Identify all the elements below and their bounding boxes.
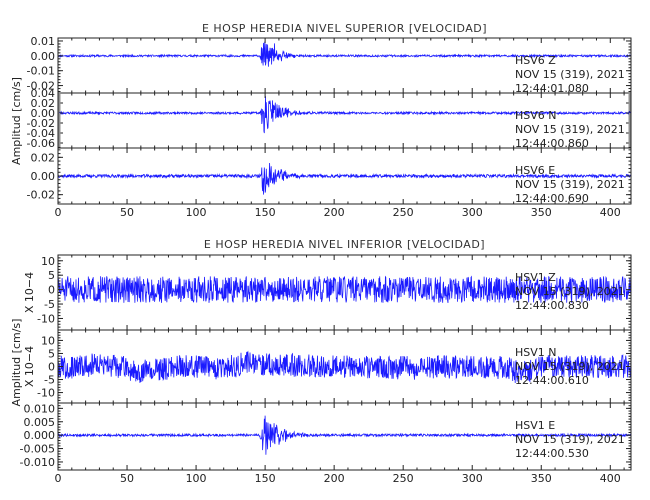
x-tick-label: 100: [186, 206, 207, 219]
y-tick-label: 0.000: [24, 429, 56, 442]
time-label: 12:44:00.610: [515, 374, 589, 387]
y-tick-label: 0.04: [31, 87, 56, 100]
x-tick-label: 150: [255, 206, 276, 219]
panel-frame: [57, 402, 632, 471]
y-tick-label: -0.04: [27, 127, 55, 140]
waveform-line: [57, 96, 632, 134]
y-axis-label: Amplitud [cm/s]: [10, 77, 23, 165]
x-tick-label: 0: [55, 206, 62, 219]
x-tick-label: 200: [324, 472, 345, 485]
y-multiplier-label: X 10−4: [23, 346, 36, 387]
waveform-line: [58, 41, 632, 67]
x-tick-label: 50: [120, 472, 134, 485]
y-tick-label: 10: [41, 255, 55, 268]
y-tick-label: 5: [48, 347, 55, 360]
x-tick-label: 250: [393, 472, 414, 485]
date-label: NOV 15 (319), 2021: [515, 68, 625, 81]
y-tick-label: 0.005: [24, 416, 56, 429]
date-label: NOV 15 (319), 2021: [515, 123, 625, 136]
date-label: NOV 15 (319), 2021: [515, 178, 625, 191]
x-tick-label: 400: [600, 472, 621, 485]
date-label: NOV 15 (319), 2021: [515, 360, 625, 373]
channel-label: HSV6 N: [515, 109, 557, 122]
y-tick-label: 0.010: [24, 402, 56, 415]
waveform-line: [57, 415, 632, 455]
waveform-line: [57, 275, 632, 303]
x-tick-label: 400: [600, 206, 621, 219]
y-tick-label: -0.010: [20, 456, 55, 469]
y-tick-label: 0.00: [31, 107, 56, 120]
time-label: 12:44:01.080: [515, 82, 589, 95]
x-tick-label: 50: [120, 206, 134, 219]
x-tick-label: 350: [531, 472, 552, 485]
y-tick-label: 0.02: [31, 97, 56, 110]
chart-group-1: E HOSP HEREDIA NIVEL INFERIOR [VELOCIDAD…: [10, 238, 632, 485]
y-tick-label: -5: [44, 298, 55, 311]
y-multiplier-label: X 10−4: [23, 272, 36, 313]
time-label: 12:44:00.530: [515, 447, 589, 460]
chart-title: E HOSP HEREDIA NIVEL SUPERIOR [VELOCIDAD…: [202, 22, 487, 35]
x-tick-label: 150: [255, 472, 276, 485]
y-tick-label: -0.02: [27, 117, 55, 130]
x-tick-label: 350: [531, 206, 552, 219]
channel-label: HSV6 E: [515, 164, 555, 177]
y-tick-label: 10: [41, 334, 55, 347]
x-tick-label: 300: [462, 206, 483, 219]
y-tick-label: -10: [37, 387, 55, 400]
y-tick-label: 0: [48, 361, 55, 374]
x-tick-label: 250: [393, 206, 414, 219]
y-tick-label: 0.01: [31, 35, 56, 48]
y-tick-label: -0.005: [20, 443, 55, 456]
y-tick-label: 0.00: [31, 50, 56, 63]
time-label: 12:44:00.860: [515, 137, 589, 150]
x-tick-label: 0: [55, 472, 62, 485]
y-tick-label: -10: [37, 312, 55, 325]
date-label: NOV 15 (319), 2021: [515, 285, 625, 298]
date-label: NOV 15 (319), 2021: [515, 433, 625, 446]
y-tick-label: -0.06: [27, 137, 55, 150]
waveform-line: [57, 350, 632, 384]
chart-title: E HOSP HEREDIA NIVEL INFERIOR [VELOCIDAD…: [204, 238, 485, 251]
y-tick-label: 5: [48, 269, 55, 282]
y-tick-label: 0: [48, 284, 55, 297]
y-tick-label: -5: [44, 374, 55, 387]
x-tick-label: 100: [186, 472, 207, 485]
channel-label: HSV6 Z: [515, 54, 556, 67]
y-axis-label: Amplitud [cm/s]: [10, 319, 23, 407]
time-label: 12:44:00.690: [515, 192, 589, 205]
channel-label: HSV1 E: [515, 419, 555, 432]
y-tick-label: -0.01: [27, 65, 55, 78]
time-label: 12:44:00.830: [515, 299, 589, 312]
x-tick-label: 300: [462, 472, 483, 485]
chart-group-0: E HOSP HEREDIA NIVEL SUPERIOR [VELOCIDAD…: [10, 22, 632, 219]
channel-label: HSV1 Z: [515, 271, 556, 284]
x-tick-label: 200: [324, 206, 345, 219]
channel-label: HSV1 N: [515, 346, 557, 359]
y-tick-label: 0.00: [31, 170, 56, 183]
waveform-line: [57, 162, 632, 195]
y-tick-label: -0.02: [27, 189, 55, 202]
y-tick-label: 0.02: [31, 151, 56, 164]
y-tick-label: -0.02: [27, 80, 55, 93]
